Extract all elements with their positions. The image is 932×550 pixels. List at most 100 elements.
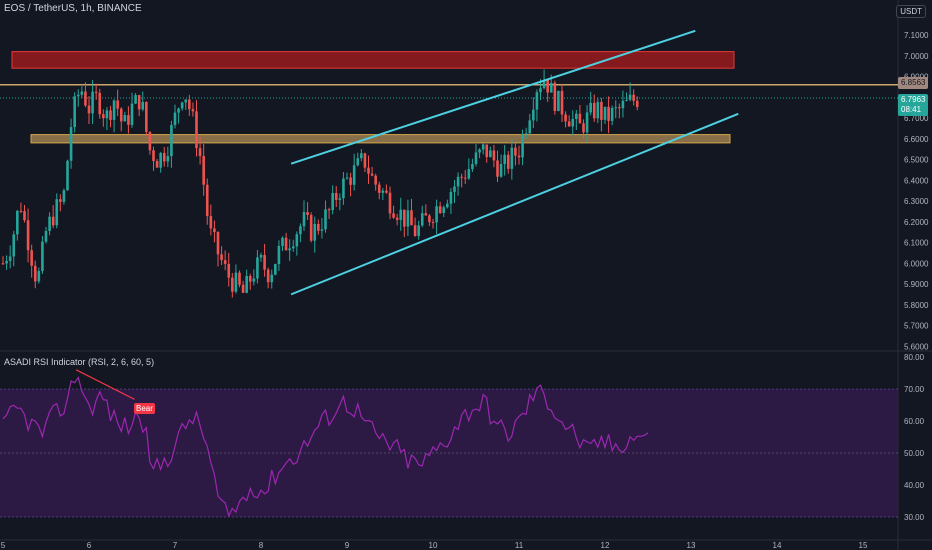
candle-bear <box>363 153 367 168</box>
candle-bear <box>238 272 241 285</box>
time-tick-label: 13 <box>687 541 696 550</box>
candle-bull <box>134 95 137 104</box>
candle-bear <box>198 148 202 157</box>
candle-bear <box>109 110 112 120</box>
price-tick-label: 6.3000 <box>904 197 929 206</box>
candle-bull <box>324 209 327 230</box>
candle-bear <box>248 276 252 282</box>
price-tick-label: 7.1000 <box>904 31 929 40</box>
candle-bull <box>177 108 180 113</box>
channel <box>290 29 739 296</box>
rsi-indicator-label: ASADI RSI Indicator (RSI, 2, 6, 60, 5) <box>4 357 155 367</box>
candle-bull <box>62 190 66 202</box>
candle-bull <box>453 186 456 192</box>
candle-bear <box>127 115 130 125</box>
candle-bear <box>227 263 231 278</box>
candle-bear <box>635 100 639 108</box>
currency-unit[interactable]: USDT <box>896 5 926 18</box>
candle-bull <box>16 210 19 235</box>
price-tick-label: 6.5000 <box>904 156 929 165</box>
candle-bear <box>26 220 30 251</box>
candle-bear <box>567 121 571 127</box>
price-tick-label: 6.2000 <box>904 218 929 227</box>
rsi-tick-label: 70.00 <box>904 385 925 394</box>
candle-bull <box>281 237 284 246</box>
candle-bear <box>428 215 431 223</box>
candle-bull <box>180 102 184 109</box>
candle-bear <box>506 154 510 169</box>
price-tick-label: 5.7000 <box>904 322 929 331</box>
candle-bear <box>119 108 123 122</box>
candle-bull <box>173 112 177 126</box>
candle-bull <box>535 92 539 110</box>
candle-bull <box>76 94 80 97</box>
candle-bull <box>575 113 578 120</box>
time-tick-label: 15 <box>859 541 868 550</box>
candle-bull <box>259 255 263 258</box>
bear-signal-badge: Bear <box>134 403 155 414</box>
candle-bull <box>356 158 360 166</box>
axes: 7.10007.00006.90006.80006.70006.60006.50… <box>1 31 929 550</box>
candle-bull <box>499 164 503 177</box>
candle-bull <box>442 207 446 213</box>
candle-bear <box>377 184 381 193</box>
candle-bear <box>59 199 62 202</box>
candle-bull <box>291 246 295 249</box>
candle-bear <box>51 216 55 226</box>
candle-bear <box>385 190 388 193</box>
rsi-panel <box>0 369 898 518</box>
candle-bear <box>188 99 191 110</box>
candle-bear <box>145 101 148 132</box>
candle-bear <box>632 94 635 101</box>
resistance-zone <box>11 51 735 69</box>
candle-bull <box>449 191 453 204</box>
candle-bear <box>30 250 33 266</box>
candle-bull <box>585 112 589 133</box>
candle-bear <box>317 223 320 231</box>
candle-bull <box>80 91 84 95</box>
rsi-line <box>2 376 649 518</box>
candle-bear <box>392 213 395 218</box>
candle-bull <box>381 190 385 193</box>
candle-bull <box>345 177 349 179</box>
candle-bull <box>159 152 162 168</box>
candle-bull <box>489 150 492 158</box>
candle-bull <box>420 213 424 226</box>
candle-bull <box>521 133 524 158</box>
candle-bull <box>48 216 51 231</box>
candle-bull <box>628 94 632 100</box>
candle-bear <box>564 114 567 122</box>
candle-bear <box>492 150 496 161</box>
candle-bear <box>231 277 234 292</box>
price-tick-label: 5.9000 <box>904 280 929 289</box>
candle-bull <box>105 110 109 119</box>
price-tick-label: 6.1000 <box>904 239 929 248</box>
channel-upper-line <box>290 29 696 165</box>
candle-bear <box>23 211 26 221</box>
candle-bear <box>216 232 220 255</box>
candle-bear <box>424 213 428 216</box>
zones <box>0 51 898 144</box>
candle-bull <box>342 178 345 199</box>
candle-bull <box>557 90 560 111</box>
candle-bear <box>438 206 442 213</box>
symbol-title: EOS / TetherUS, 1h, BINANCE <box>4 3 142 14</box>
time-tick-label: 12 <box>601 541 610 550</box>
candle-bull <box>270 274 274 283</box>
candle-bear <box>284 237 288 251</box>
candle-bear <box>309 214 313 241</box>
candle-bull <box>474 152 478 164</box>
candle-bull <box>614 107 618 109</box>
candle-bull <box>252 278 256 282</box>
candle-bull <box>524 133 528 135</box>
candle-bull <box>44 230 48 242</box>
candle-bull <box>91 91 94 114</box>
candle-bear <box>162 152 166 162</box>
time-tick-label: 8 <box>259 541 264 550</box>
candle-bear <box>413 225 417 236</box>
time-tick-label: 14 <box>773 541 782 550</box>
candle-bear <box>334 192 338 200</box>
candle-bull <box>539 88 542 93</box>
candle-bear <box>155 161 159 168</box>
